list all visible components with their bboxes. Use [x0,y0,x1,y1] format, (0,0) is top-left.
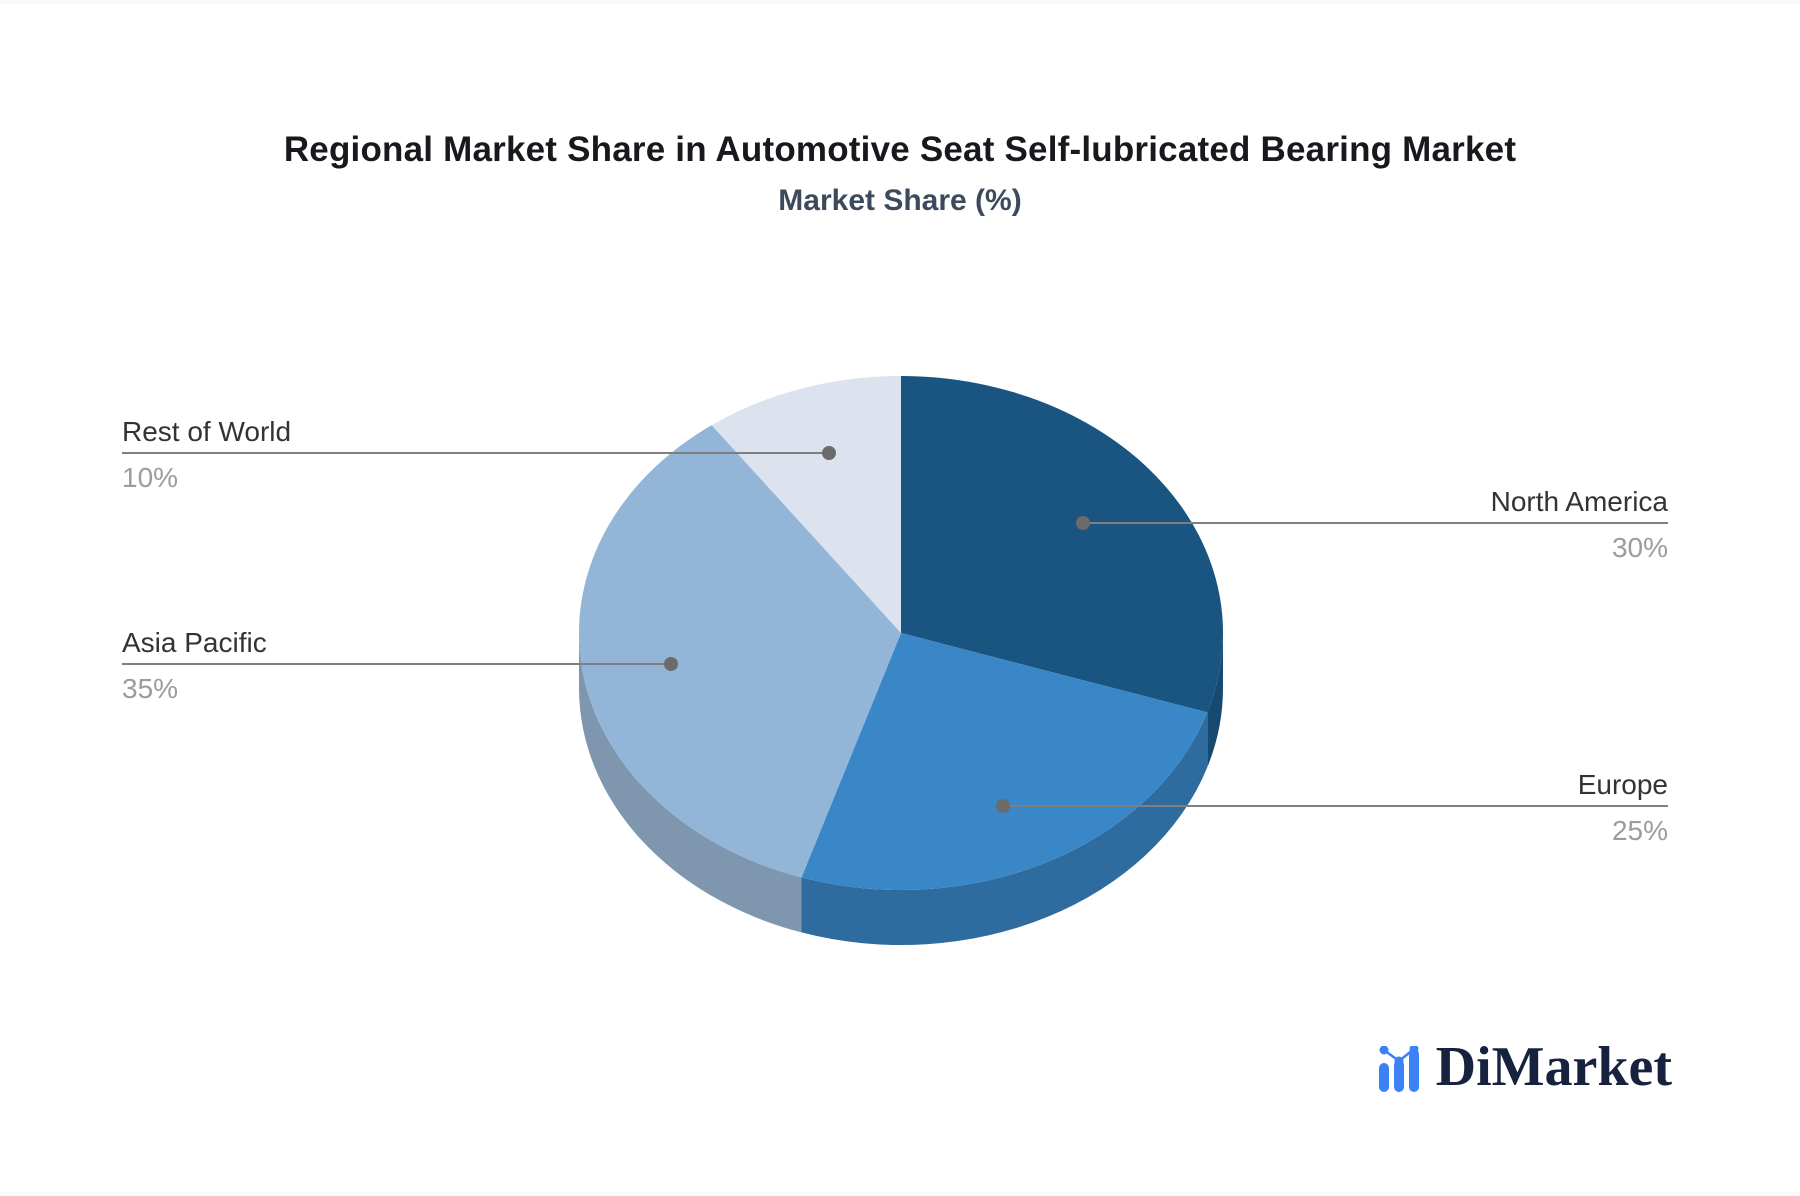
brand-logo-text: DiMarket [1435,1036,1672,1098]
label-connector-dot-rest-of-world [822,446,836,460]
callout-rest-of-world: Rest of World 10% [122,415,291,495]
callout-north-america: North America 30% [1491,485,1668,565]
slice-label: Asia Pacific [122,627,267,658]
bottom-edge-strip [0,1192,1800,1196]
slice-value: 30% [1611,532,1668,563]
slice-value: 10% [122,462,179,493]
pie-slice-side-asia-pacific [579,633,802,933]
callout-asia-pacific: Asia Pacific 35% [122,626,267,706]
slice-value: 35% [122,673,179,704]
pie-slice-rest-of-world[interactable] [711,376,901,633]
brand-logo: DiMarket [1378,1036,1672,1098]
top-edge-strip [0,0,1800,4]
pie-slice-north-america[interactable] [901,375,1224,713]
slice-label: Rest of World [122,416,292,447]
bar-chart-logo-icon [1378,1046,1419,1092]
pie-slice-side-north-america [1207,633,1223,768]
label-connector-dot-north-america [1076,516,1090,530]
slice-label: North America [1490,486,1668,517]
chart-title: Regional Market Share in Automotive Seat… [283,130,1517,169]
pie-slice-side-europe [801,712,1208,945]
label-connector-dot-asia-pacific [664,657,678,671]
slice-value: 25% [1611,815,1668,846]
label-connector-dot-europe [996,799,1010,813]
chart-subtitle: Market Share (%) [778,184,1022,217]
slice-label: Europe [1577,769,1668,800]
pie-slice-asia-pacific[interactable] [578,425,901,878]
callout-europe: Europe 25% [1578,768,1668,848]
pie-slice-europe[interactable] [801,633,1208,890]
